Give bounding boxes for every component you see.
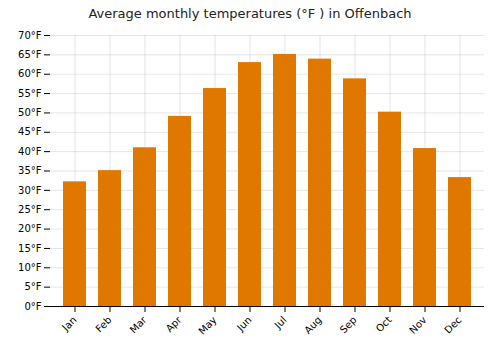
svg-text:Oct: Oct bbox=[374, 314, 394, 334]
svg-text:30°F: 30°F bbox=[18, 185, 42, 196]
svg-text:15°F: 15°F bbox=[18, 243, 42, 254]
svg-text:Jul: Jul bbox=[272, 314, 289, 331]
svg-text:55°F: 55°F bbox=[18, 88, 42, 99]
svg-text:Jun: Jun bbox=[234, 314, 254, 334]
svg-text:35°F: 35°F bbox=[18, 165, 42, 176]
svg-text:65°F: 65°F bbox=[18, 49, 42, 60]
svg-text:Sep: Sep bbox=[338, 314, 359, 335]
svg-text:Dec: Dec bbox=[442, 314, 463, 335]
svg-text:10°F: 10°F bbox=[18, 262, 42, 273]
svg-text:Nov: Nov bbox=[407, 314, 429, 336]
svg-text:25°F: 25°F bbox=[18, 204, 42, 215]
svg-text:Jan: Jan bbox=[59, 314, 78, 333]
svg-text:Mar: Mar bbox=[128, 314, 150, 336]
svg-text:60°F: 60°F bbox=[18, 68, 42, 79]
svg-text:Aug: Aug bbox=[302, 314, 324, 336]
svg-text:5°F: 5°F bbox=[24, 281, 41, 292]
svg-text:40°F: 40°F bbox=[18, 146, 42, 157]
svg-text:70°F: 70°F bbox=[18, 30, 42, 41]
svg-text:Apr: Apr bbox=[164, 314, 185, 335]
svg-text:45°F: 45°F bbox=[18, 126, 42, 137]
svg-text:20°F: 20°F bbox=[18, 223, 42, 234]
svg-text:Feb: Feb bbox=[93, 314, 113, 334]
svg-text:May: May bbox=[196, 314, 218, 336]
html-text:Average monthly temperatures (: Average monthly temperatures (°F ) in Of… bbox=[88, 6, 412, 21]
svg-text:50°F: 50°F bbox=[18, 107, 42, 118]
svg-text:0°F: 0°F bbox=[24, 301, 41, 312]
